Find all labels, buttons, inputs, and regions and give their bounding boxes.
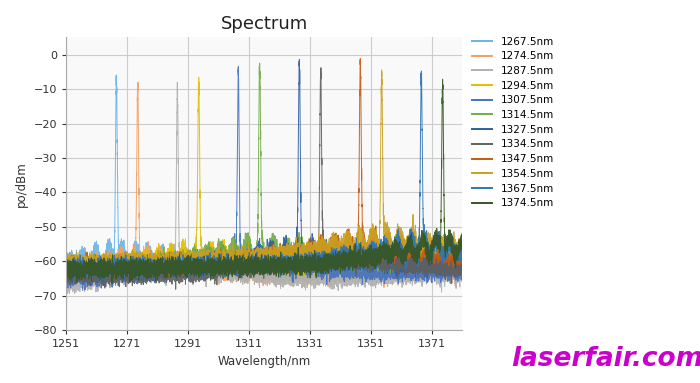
Legend: 1267.5nm, 1274.5nm, 1287.5nm, 1294.5nm, 1307.5nm, 1314.5nm, 1327.5nm, 1334.5nm, : 1267.5nm, 1274.5nm, 1287.5nm, 1294.5nm, … [472, 37, 554, 208]
X-axis label: Wavelength/nm: Wavelength/nm [218, 355, 311, 368]
Title: Spectrum: Spectrum [220, 15, 308, 33]
Y-axis label: po/dBm: po/dBm [15, 161, 28, 207]
Text: laserfair.com: laserfair.com [511, 345, 700, 372]
